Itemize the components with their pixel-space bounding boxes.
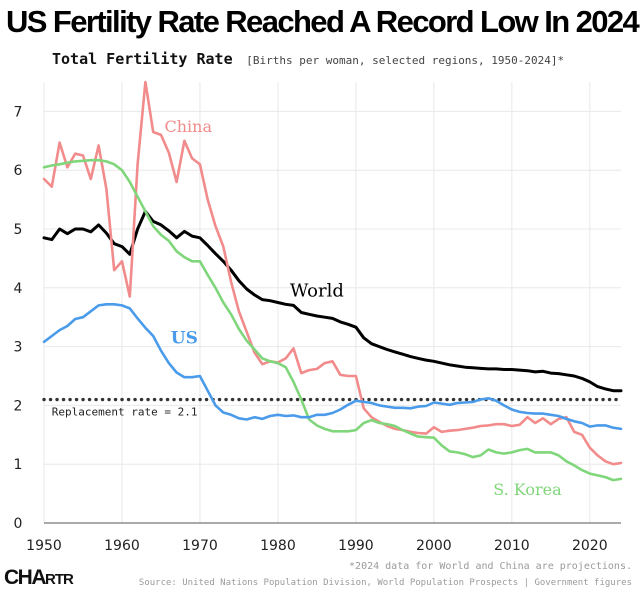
logo-text-small: RTR: [45, 571, 74, 588]
chart-subtitle: Total Fertility Rate [Births per woman, …: [52, 49, 564, 68]
replacement-rate-group: Replacement rate = 2.1: [42, 397, 623, 419]
y-tick-label: 4: [14, 281, 23, 297]
source-note: Source: United Nations Population Divisi…: [138, 578, 632, 588]
series-group: [42, 80, 623, 482]
y-tick-label: 0: [14, 516, 23, 532]
y-tick-label: 2: [14, 398, 23, 414]
series-label-world: World: [290, 281, 344, 302]
x-tick-label: 1970: [182, 538, 218, 554]
fertility-line-chart: 0 1 2 3 4 5 6 7 1950 1960 1970 1980 1990 2000 2010 2020…: [14, 80, 623, 554]
y-tick-label: 5: [14, 222, 23, 238]
subtitle-main: Total Fertility Rate: [52, 50, 233, 68]
x-tick-label: 1990: [338, 538, 374, 554]
footnote: *2024 data for World and China are proje…: [349, 561, 632, 572]
series-label-us: US: [171, 329, 198, 349]
replacement-rate-label: Replacement rate = 2.1: [52, 406, 198, 419]
series-label-china: China: [164, 117, 212, 136]
y-tick-label: 6: [14, 163, 23, 179]
logo-text-big: CHA: [4, 566, 47, 589]
x-tick-label: 2010: [494, 538, 530, 554]
x-tick-label: 1950: [26, 538, 62, 554]
x-tick-label: 2020: [572, 538, 608, 554]
series-line-china: [42, 80, 623, 466]
headline: US Fertility Rate Reached A Record Low I…: [6, 4, 640, 39]
x-tick-label: 1960: [104, 538, 140, 554]
subtitle-note: [Births per woman, selected regions, 195…: [246, 54, 565, 67]
series-line-korea: [42, 158, 623, 482]
y-tick-label: 7: [14, 104, 23, 120]
y-tick-label: 1: [14, 457, 23, 473]
series-label-korea: S. Korea: [493, 480, 562, 499]
series-line-us: [42, 302, 623, 431]
axes: 0 1 2 3 4 5 6 7 1950 1960 1970 1980 1990 2000 2010 2020: [14, 104, 621, 554]
x-tick-label: 2000: [416, 538, 452, 554]
grid: [43, 82, 621, 523]
series-line-world: [42, 209, 623, 393]
chartr-logo: CHARTR: [4, 566, 74, 590]
series-labels: World China S. Korea US: [164, 117, 562, 499]
y-tick-label: 3: [14, 340, 23, 356]
x-tick-label: 1980: [260, 538, 296, 554]
